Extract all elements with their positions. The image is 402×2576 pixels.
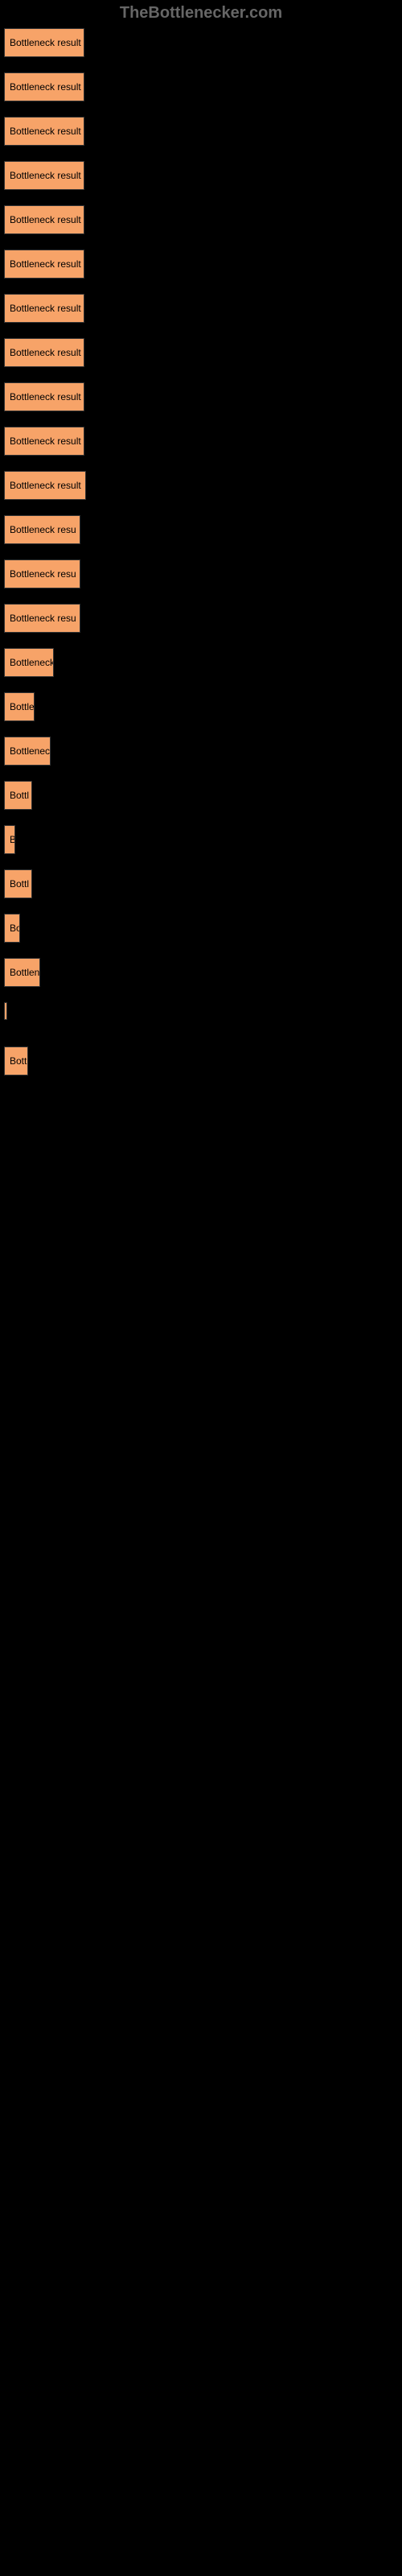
bottleneck-button[interactable]: B bbox=[4, 825, 15, 854]
bottleneck-label: Bottleneck result bbox=[10, 81, 81, 93]
bottleneck-button[interactable]: Bottleneck bbox=[4, 648, 54, 677]
bottleneck-label: Bottl bbox=[10, 790, 29, 801]
bottleneck-label: Bottleneck result bbox=[10, 37, 81, 48]
bottleneck-button[interactable]: Bottleneck resu bbox=[4, 604, 80, 633]
bottleneck-label: Bo bbox=[10, 923, 20, 934]
bottleneck-button[interactable]: Bottleneck result bbox=[4, 205, 84, 234]
bottleneck-button[interactable]: Bottleneck result bbox=[4, 72, 84, 101]
bottleneck-row: Bottlen bbox=[4, 958, 40, 987]
bottleneck-button[interactable] bbox=[4, 1002, 7, 1020]
bottleneck-label: Bottleneck result bbox=[10, 347, 81, 358]
bottleneck-label: Bottleneck resu bbox=[10, 613, 76, 624]
bottleneck-row: Bottleneck result bbox=[4, 28, 84, 57]
bottleneck-label: Bottleneck result bbox=[10, 480, 81, 491]
bottleneck-button[interactable]: Bottl bbox=[4, 869, 32, 898]
bottleneck-row: Bottl bbox=[4, 869, 32, 898]
bottleneck-label: Bottleneck result bbox=[10, 303, 81, 314]
bottleneck-label: Bottleneck resu bbox=[10, 568, 76, 580]
bottleneck-label: Bottlen bbox=[10, 967, 39, 978]
bottleneck-row: Bottleneck bbox=[4, 737, 51, 766]
bottleneck-row: Bo bbox=[4, 914, 20, 943]
bottleneck-button[interactable]: Bottleneck result bbox=[4, 250, 84, 279]
bottleneck-row: Bottleneck result bbox=[4, 294, 84, 323]
bottleneck-button[interactable]: Bottle bbox=[4, 692, 35, 721]
bottleneck-row: Bottleneck result bbox=[4, 161, 84, 190]
bottleneck-row: Bottleneck result bbox=[4, 338, 84, 367]
bottleneck-row: Bott bbox=[4, 1046, 28, 1075]
bottleneck-label: Bottleneck resu bbox=[10, 524, 76, 535]
bottleneck-button[interactable]: Bottleneck result bbox=[4, 294, 84, 323]
bottleneck-row: Bottleneck result bbox=[4, 117, 84, 146]
bottleneck-label: Bottl bbox=[10, 878, 29, 890]
bottleneck-row: Bottle bbox=[4, 692, 35, 721]
bottleneck-label: B bbox=[10, 834, 15, 845]
bottleneck-row: Bottleneck resu bbox=[4, 604, 80, 633]
bottleneck-button[interactable]: Bottleneck resu bbox=[4, 559, 80, 588]
bottleneck-button[interactable]: Bottl bbox=[4, 781, 32, 810]
bottleneck-label: Bottleneck result bbox=[10, 214, 81, 225]
bottleneck-button[interactable]: Bottlen bbox=[4, 958, 40, 987]
bottleneck-button[interactable]: Bottleneck result bbox=[4, 161, 84, 190]
bottleneck-button[interactable]: Bottleneck result bbox=[4, 427, 84, 456]
bottleneck-row bbox=[4, 1002, 7, 1020]
bottleneck-row: B bbox=[4, 825, 15, 854]
bottleneck-button[interactable]: Bottleneck resu bbox=[4, 515, 80, 544]
bottleneck-label: Bottleneck bbox=[10, 657, 54, 668]
bottleneck-row: Bottl bbox=[4, 781, 32, 810]
bottleneck-button[interactable]: Bottleneck result bbox=[4, 338, 84, 367]
bottleneck-row: Bottleneck result bbox=[4, 471, 86, 500]
bottleneck-label: Bottleneck bbox=[10, 745, 51, 757]
header-title: TheBottlenecker.com bbox=[120, 4, 282, 23]
bottleneck-row: Bottleneck resu bbox=[4, 515, 80, 544]
bottleneck-row: Bottleneck result bbox=[4, 205, 84, 234]
bottleneck-row: Bottleneck resu bbox=[4, 559, 80, 588]
bottleneck-button[interactable]: Bottleneck result bbox=[4, 28, 84, 57]
bottleneck-label: Bott bbox=[10, 1055, 27, 1067]
bottleneck-label: Bottleneck result bbox=[10, 170, 81, 181]
bottleneck-row: Bottleneck bbox=[4, 648, 54, 677]
bottleneck-row: Bottleneck result bbox=[4, 250, 84, 279]
bottleneck-label: Bottle bbox=[10, 701, 35, 712]
bottleneck-button[interactable]: Bottleneck result bbox=[4, 471, 86, 500]
bottleneck-label: Bottleneck result bbox=[10, 126, 81, 137]
bottleneck-button[interactable]: Bottleneck bbox=[4, 737, 51, 766]
bottleneck-button[interactable]: Bottleneck result bbox=[4, 117, 84, 146]
bottleneck-button[interactable]: Bott bbox=[4, 1046, 28, 1075]
bottleneck-row: Bottleneck result bbox=[4, 427, 84, 456]
bottleneck-row: Bottleneck result bbox=[4, 72, 84, 101]
bottleneck-label: Bottleneck result bbox=[10, 258, 81, 270]
bottleneck-label: Bottleneck result bbox=[10, 436, 81, 447]
bottleneck-label: Bottleneck result bbox=[10, 391, 81, 402]
bottleneck-row: Bottleneck result bbox=[4, 382, 84, 411]
bottleneck-button[interactable]: Bottleneck result bbox=[4, 382, 84, 411]
bottleneck-button[interactable]: Bo bbox=[4, 914, 20, 943]
